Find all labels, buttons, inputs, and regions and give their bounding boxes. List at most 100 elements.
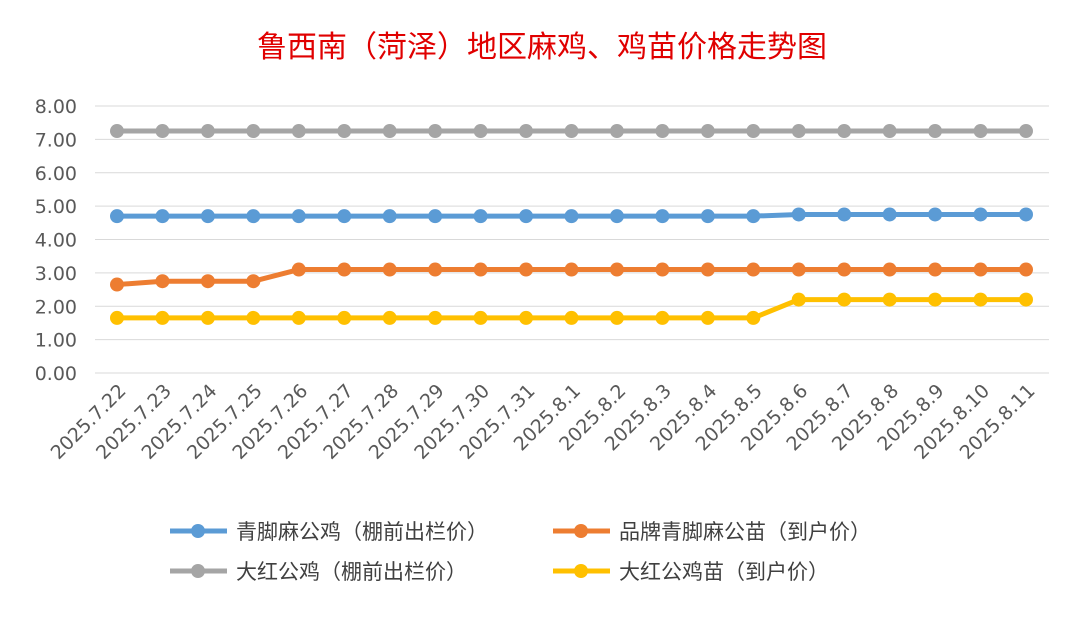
data-point: [791, 292, 806, 307]
data-point: [973, 207, 988, 222]
data-point: [382, 262, 397, 277]
legend-swatch-marker: [574, 564, 588, 578]
data-point: [337, 262, 352, 277]
data-point: [1019, 292, 1033, 307]
data-point: [973, 124, 988, 139]
data-point: [155, 209, 170, 224]
data-point: [746, 209, 761, 224]
data-point: [200, 310, 215, 325]
series-2: [110, 124, 1033, 139]
legend-swatch-marker: [191, 524, 205, 538]
data-point: [382, 209, 397, 224]
data-point: [519, 310, 534, 325]
data-point: [564, 124, 579, 139]
data-point: [519, 209, 534, 224]
data-point: [882, 207, 897, 222]
data-point: [564, 209, 579, 224]
legend-label: 大红公鸡苗（到户价）: [619, 560, 829, 584]
data-point: [973, 262, 988, 277]
data-point: [337, 209, 352, 224]
data-point: [246, 124, 261, 139]
legend-swatch-marker: [574, 524, 588, 538]
legend-item: 青脚麻公鸡（棚前出栏价）: [170, 520, 488, 544]
data-point: [1019, 124, 1033, 139]
data-point: [791, 124, 806, 139]
y-tick-label: 5.00: [35, 196, 77, 218]
data-point: [564, 310, 579, 325]
data-point: [746, 124, 761, 139]
data-point: [291, 124, 306, 139]
data-point: [928, 292, 943, 307]
data-point: [519, 124, 534, 139]
y-tick-label: 7.00: [35, 129, 77, 151]
data-point: [291, 209, 306, 224]
legend-label: 品牌青脚麻公苗（到户价）: [619, 520, 871, 544]
data-point: [428, 124, 443, 139]
data-point: [382, 310, 397, 325]
y-tick-label: 3.00: [35, 263, 77, 285]
data-point: [882, 124, 897, 139]
data-point: [473, 124, 488, 139]
data-point: [155, 310, 170, 325]
y-tick-label: 2.00: [35, 296, 77, 318]
legend-item: 大红公鸡苗（到户价）: [553, 560, 829, 584]
series-3: [110, 292, 1033, 325]
series-0: [110, 207, 1033, 224]
chart-title: 鲁西南（菏泽）地区麻鸡、鸡苗价格走势图: [257, 30, 827, 65]
data-point: [928, 124, 943, 139]
data-point: [428, 262, 443, 277]
legend-label: 青脚麻公鸡（棚前出栏价）: [236, 520, 488, 544]
data-point: [928, 262, 943, 277]
data-point: [200, 274, 215, 289]
data-point: [155, 124, 170, 139]
data-point: [837, 207, 852, 222]
data-point: [519, 262, 534, 277]
data-point: [110, 310, 124, 325]
data-point: [246, 310, 261, 325]
data-point: [291, 262, 306, 277]
data-point: [609, 262, 624, 277]
data-point: [428, 209, 443, 224]
data-point: [837, 124, 852, 139]
data-point: [609, 209, 624, 224]
data-point: [110, 209, 124, 224]
data-point: [700, 209, 715, 224]
y-tick-label: 1.00: [35, 330, 77, 352]
data-point: [200, 209, 215, 224]
series-1: [110, 262, 1033, 292]
series-layer: [110, 124, 1033, 325]
data-point: [110, 124, 124, 139]
data-point: [609, 124, 624, 139]
data-point: [564, 262, 579, 277]
data-point: [473, 209, 488, 224]
data-point: [246, 274, 261, 289]
y-axis-ticks: 0.00 1.00 2.00 3.00 4.00 5.00 6.00 7.00 8.00: [35, 96, 77, 385]
data-point: [110, 277, 124, 292]
data-point: [746, 310, 761, 325]
data-point: [700, 310, 715, 325]
data-point: [700, 262, 715, 277]
data-point: [428, 310, 443, 325]
data-point: [655, 262, 670, 277]
legend: 青脚麻公鸡（棚前出栏价） 品牌青脚麻公苗（到户价） 大红公鸡（棚前出栏价） 大红公鸡苗…: [170, 520, 871, 584]
y-tick-label: 0.00: [35, 363, 77, 385]
data-point: [337, 310, 352, 325]
data-point: [246, 209, 261, 224]
x-axis-ticks: 2025.7.222025.7.232025.7.242025.7.252025…: [47, 380, 1040, 464]
data-point: [700, 124, 715, 139]
data-point: [655, 124, 670, 139]
data-point: [837, 292, 852, 307]
legend-item: 品牌青脚麻公苗（到户价）: [553, 520, 871, 544]
legend-swatch-marker: [191, 564, 205, 578]
y-tick-label: 8.00: [35, 96, 77, 118]
data-point: [655, 209, 670, 224]
y-tick-label: 6.00: [35, 163, 77, 185]
grid-layer: [95, 105, 1049, 374]
data-point: [473, 262, 488, 277]
data-point: [882, 292, 897, 307]
data-point: [337, 124, 352, 139]
data-point: [200, 124, 215, 139]
legend-item: 大红公鸡（棚前出栏价）: [170, 560, 467, 584]
